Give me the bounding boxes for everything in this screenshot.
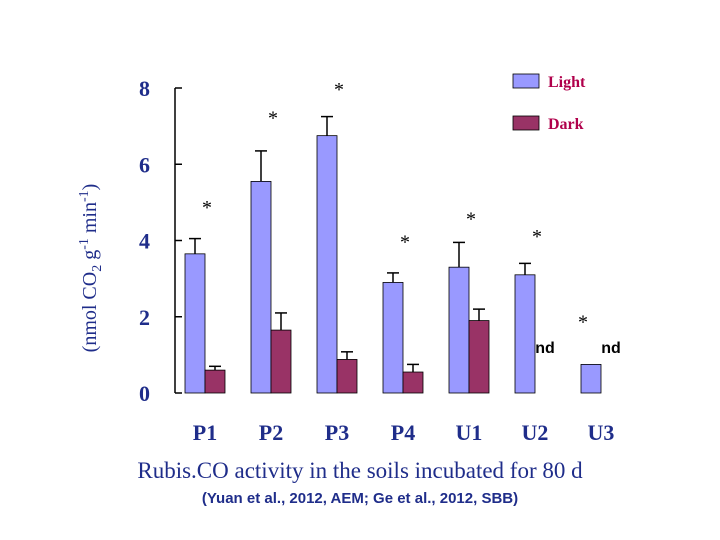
bar-chart: 0 2 4 6 8 P1 P2 P3 P4 U1 U2 U3 nd nd * * * * * * * Light Dar…: [77, 73, 621, 445]
bar-dark: [204, 369, 226, 394]
chart-bars: [184, 115, 602, 394]
y-axis-label-part: 2: [90, 265, 105, 272]
y-tick-label: 0: [139, 381, 150, 406]
bar-light: [514, 274, 536, 394]
bar-dark: [402, 371, 424, 394]
significance-marker: *: [268, 108, 278, 130]
y-tick-label: 8: [139, 76, 150, 101]
value-label: nd: [535, 340, 555, 357]
significance-marker: *: [578, 312, 588, 334]
x-tick-label: P3: [325, 420, 349, 445]
significance-marker: *: [334, 79, 344, 101]
y-tick-label: 2: [139, 305, 150, 330]
significance-marker: *: [532, 226, 542, 248]
y-axis-label-part: -1: [77, 238, 92, 250]
bar-light: [184, 253, 206, 394]
x-tick-label: P4: [391, 420, 415, 445]
bar-light: [580, 364, 602, 394]
y-tick-label: 4: [139, 229, 150, 254]
y-axis-label: (nmol CO2 g-1 min-1): [77, 184, 105, 353]
legend-swatch-light: [512, 73, 540, 89]
y-axis-label-part: ): [79, 184, 101, 191]
value-label: nd: [601, 340, 621, 357]
bar-light: [250, 181, 272, 394]
significance-marker: *: [400, 232, 410, 254]
legend-swatch-dark: [512, 115, 540, 131]
bar-light: [382, 282, 404, 394]
y-axis-label-part: min: [79, 202, 101, 238]
significance-marker: *: [466, 209, 476, 231]
chart-axes: 0 2 4 6 8: [139, 76, 182, 406]
bar-light: [316, 135, 338, 394]
y-axis-label-part: g: [79, 250, 101, 265]
x-tick-label: U3: [588, 420, 615, 445]
figure-caption: Rubis.CO activity in the soils incubated…: [137, 458, 583, 483]
chart-labels: P1 P2 P3 P4 U1 U2 U3 nd nd * * * * * * *: [193, 79, 621, 445]
chart-legend: Light Dark: [512, 73, 586, 133]
significance-marker: *: [202, 197, 212, 219]
figure-citation: (Yuan et al., 2012, AEM; Ge et al., 2012…: [201, 490, 519, 507]
legend-label-light: Light: [548, 74, 586, 91]
x-tick-label: U2: [522, 420, 549, 445]
y-tick-label: 6: [139, 152, 150, 177]
x-tick-label: P1: [193, 420, 217, 445]
x-tick-label: P2: [259, 420, 283, 445]
bar-light: [448, 266, 470, 394]
bar-dark: [336, 359, 358, 394]
bar-dark: [270, 329, 292, 394]
y-axis-label-part: (nmol CO: [79, 272, 101, 353]
y-axis-label-part: -1: [77, 190, 92, 202]
bar-dark: [468, 320, 490, 394]
x-tick-label: U1: [456, 420, 483, 445]
legend-label-dark: Dark: [548, 116, 584, 133]
